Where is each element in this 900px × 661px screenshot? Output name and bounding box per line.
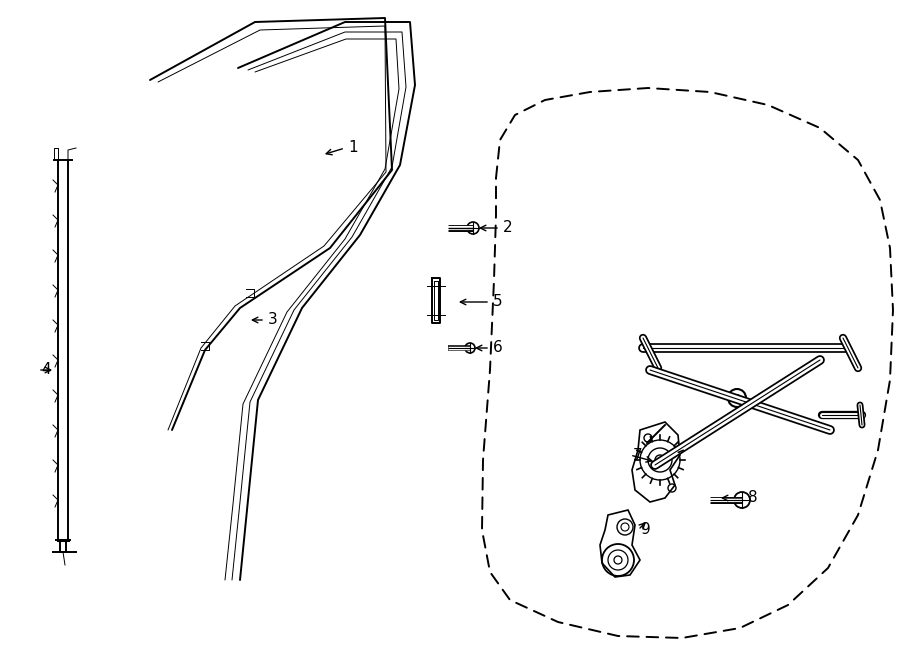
Text: 9: 9 [641,522,651,537]
Circle shape [614,556,622,564]
Text: 6: 6 [493,340,503,356]
Circle shape [655,455,665,465]
Text: 2: 2 [503,221,513,235]
Circle shape [733,394,741,402]
Text: 7: 7 [633,447,643,463]
Text: 1: 1 [348,141,357,155]
Text: 4: 4 [41,362,50,377]
Text: 3: 3 [268,313,278,327]
Text: 8: 8 [748,490,758,506]
Text: 5: 5 [493,295,502,309]
